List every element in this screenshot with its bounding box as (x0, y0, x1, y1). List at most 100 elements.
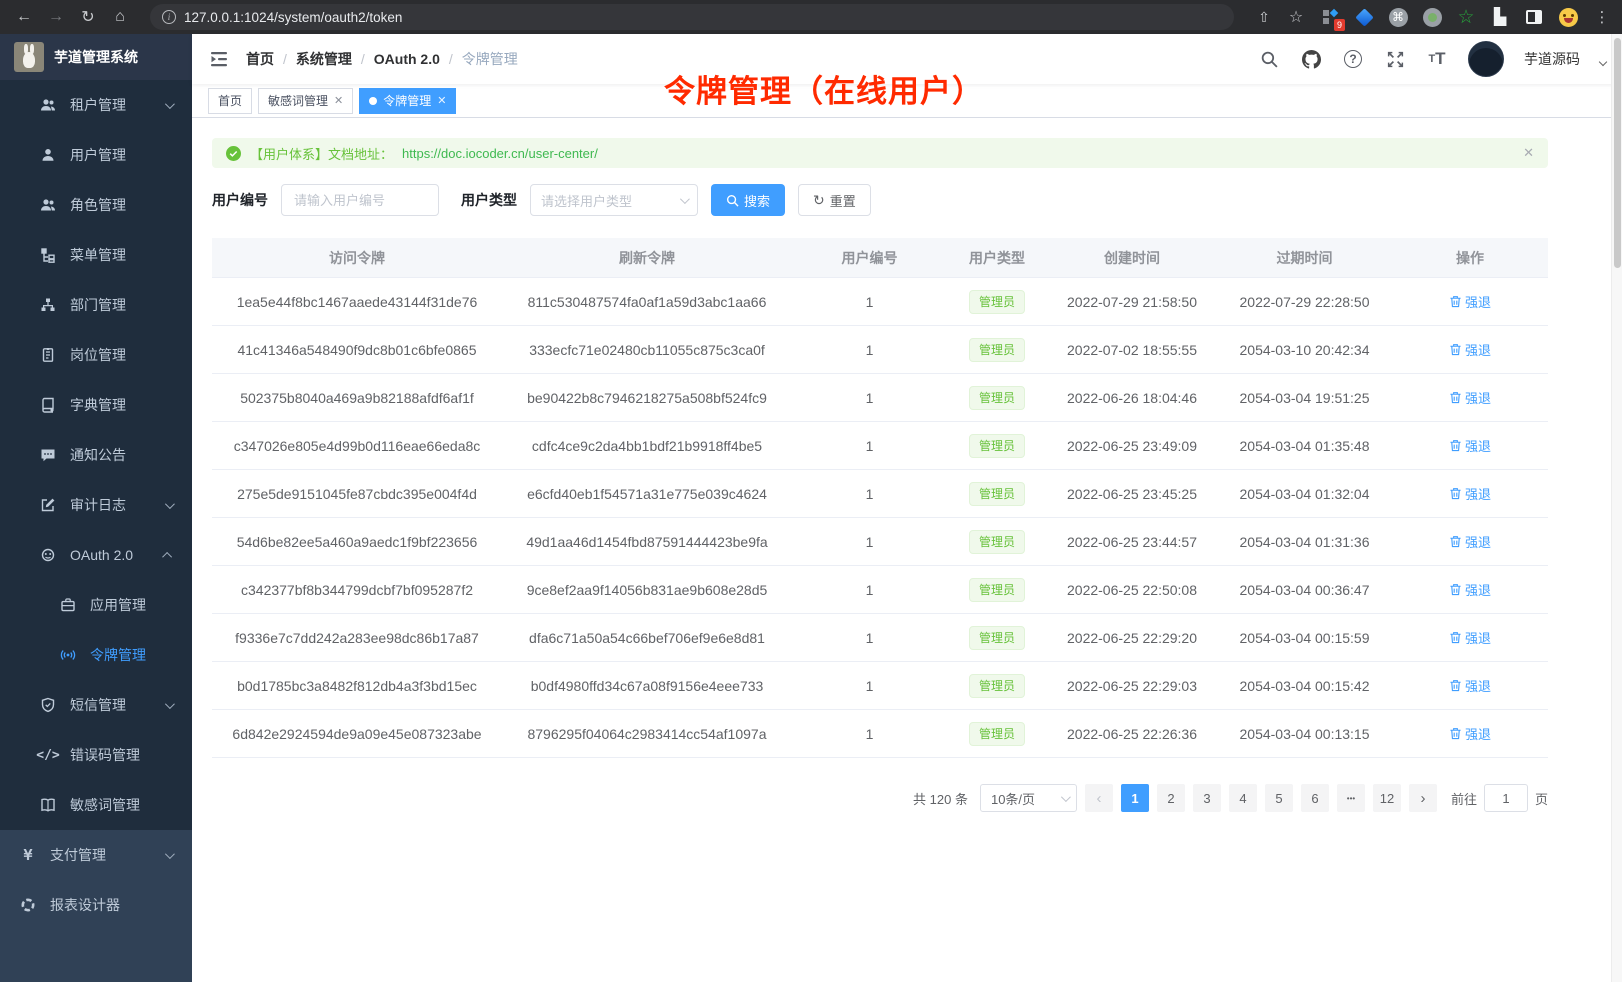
table-row: 1ea5e44f8bc1467aaede43144f31de76 811c530… (212, 278, 1548, 326)
sidebar-item-report-designer[interactable]: 报表设计器 (0, 880, 192, 930)
action-cell: 强退 (1392, 292, 1548, 311)
user-type-select[interactable]: 请选择用户类型 (530, 184, 698, 216)
sidebar-item-label: 角色管理 (70, 197, 126, 213)
page-button[interactable]: 1 (1120, 784, 1149, 812)
action-cell: 强退 (1392, 436, 1548, 455)
force-logout-button[interactable]: 强退 (1449, 676, 1491, 695)
address-bar[interactable]: i 127.0.0.1:1024/system/oauth2/token (150, 4, 1234, 30)
sidebar-item-user[interactable]: 用户管理 (0, 130, 192, 180)
page-button[interactable]: 2 (1156, 784, 1185, 812)
page-scrollbar[interactable] (1611, 34, 1622, 982)
sidebar-item-error-code[interactable]: </> 错误码管理 (0, 730, 192, 780)
alert-close-icon[interactable]: ✕ (1523, 145, 1534, 160)
tenant-users-icon (40, 97, 56, 113)
user-type-badge: 管理员 (968, 337, 1025, 362)
sidebar-item-oauth[interactable]: OAuth 2.0 (0, 530, 192, 580)
extension-record-icon[interactable] (1422, 7, 1442, 27)
page-button[interactable]: 4 (1228, 784, 1257, 812)
refresh-token-cell: 8796295f04064c2983414cc54af1097a (527, 725, 767, 742)
force-logout-button[interactable]: 强退 (1449, 292, 1491, 311)
bookmark-star-icon[interactable]: ☆ (1288, 9, 1304, 26)
extension-command-icon[interactable]: ⌘ (1388, 7, 1408, 27)
page-size-select[interactable]: 10条/页 (979, 784, 1077, 812)
sidebar-item-role[interactable]: 角色管理 (0, 180, 192, 230)
sidebar-fold-icon[interactable] (208, 48, 230, 70)
search-icon[interactable] (1258, 48, 1280, 70)
doc-link[interactable]: https://doc.iocoder.cn/user-center/ (402, 145, 598, 161)
github-icon[interactable] (1300, 48, 1322, 70)
force-logout-button[interactable]: 强退 (1449, 388, 1491, 407)
page-button[interactable]: 12 (1372, 784, 1401, 812)
extension-gem-icon[interactable] (1354, 7, 1374, 27)
fullscreen-icon[interactable] (1384, 48, 1406, 70)
sidebar-item-post[interactable]: 岗位管理 (0, 330, 192, 380)
page-ellipsis[interactable]: ••• (1336, 784, 1365, 812)
prev-page-button[interactable]: ‹ (1084, 784, 1113, 812)
force-logout-button[interactable]: 强退 (1449, 436, 1491, 455)
sidebar-item-tenant[interactable]: 租户管理 (0, 80, 192, 130)
next-page-button[interactable]: › (1408, 784, 1437, 812)
reset-button[interactable]: ↻ 重置 (798, 184, 871, 216)
page-button[interactable]: 3 (1192, 784, 1221, 812)
force-logout-button[interactable]: 强退 (1449, 340, 1491, 359)
extension-star-icon[interactable]: ☆ (1457, 6, 1475, 28)
share-icon[interactable]: ⇧ (1258, 8, 1270, 25)
extension-blocks-icon[interactable]: 9 (1320, 7, 1345, 31)
app-logo-bar[interactable]: 芋道管理系统 (0, 34, 192, 80)
sidebar-item-notice[interactable]: 通知公告 (0, 430, 192, 480)
sidebar-item-audit-log[interactable]: 审计日志 (0, 480, 192, 530)
chrome-menu-icon[interactable]: ⋮ (1594, 9, 1610, 26)
jump-page-input[interactable] (1483, 784, 1528, 812)
scrollbar-thumb[interactable] (1614, 38, 1621, 268)
create-time-cell: 2022-06-25 23:45:25 (1067, 485, 1197, 502)
sidebar-item-oauth-token[interactable]: 令牌管理 (0, 630, 192, 680)
roles-icon (40, 197, 56, 213)
sidebar-item-sms[interactable]: 短信管理 (0, 680, 192, 730)
forward-icon[interactable]: → (48, 8, 64, 25)
tab-home[interactable]: 首页 (208, 87, 253, 114)
reload-icon[interactable]: ↻ (81, 9, 95, 26)
force-logout-button[interactable]: 强退 (1449, 724, 1491, 743)
user-id-input[interactable] (281, 184, 439, 216)
access-token-cell: f9336e7c7dd242a283ee98dc86b17a87 (235, 629, 479, 646)
chevron-down-icon (679, 193, 690, 204)
tab-token[interactable]: 令牌管理 ✕ (359, 87, 457, 114)
site-info-icon[interactable]: i (162, 10, 176, 24)
close-icon[interactable]: ✕ (437, 95, 447, 107)
breadcrumb-system[interactable]: 系统管理 (295, 51, 352, 67)
username[interactable]: 芋道源码 (1524, 51, 1580, 67)
page-button[interactable]: 6 (1300, 784, 1329, 812)
user-id-cell: 1 (865, 293, 874, 310)
sidebar-item-payment[interactable]: ¥ 支付管理 (0, 830, 192, 880)
user-menu-caret-icon[interactable] (1598, 57, 1608, 67)
breadcrumb-oauth[interactable]: OAuth 2.0 (373, 51, 440, 67)
table-row: b0d1785bc3a8482f812db4a3f3bd15ec b0df498… (212, 662, 1548, 710)
force-logout-button[interactable]: 强退 (1449, 580, 1491, 599)
force-logout-button[interactable]: 强退 (1449, 628, 1491, 647)
side-panel-icon[interactable] (1524, 7, 1544, 27)
extensions-puzzle-icon[interactable]: ▙ (1493, 9, 1507, 26)
search-button[interactable]: 搜索 (711, 184, 786, 216)
sidebar-item-dict[interactable]: 字典管理 (0, 380, 192, 430)
sidebar-item-menu[interactable]: 菜单管理 (0, 230, 192, 280)
extensions-area: 9 ⌘ ☆ ▙ ⋮ (1320, 6, 1612, 31)
sidebar-item-sensitive-word[interactable]: 敏感词管理 (0, 780, 192, 830)
user-id-cell: 1 (865, 677, 874, 694)
sidebar-item-oauth-app[interactable]: 应用管理 (0, 580, 192, 630)
dictionary-icon (40, 397, 56, 413)
back-icon[interactable]: ← (16, 8, 32, 25)
breadcrumb-home[interactable]: 首页 (246, 51, 274, 67)
access-token-cell: 6d842e2924594de9a09e45e087323abe (232, 725, 482, 742)
close-icon[interactable]: ✕ (334, 95, 344, 107)
help-icon[interactable]: ? (1342, 48, 1364, 70)
page-button[interactable]: 5 (1264, 784, 1293, 812)
profile-avatar-icon[interactable] (1558, 7, 1578, 27)
tab-sensitive-word[interactable]: 敏感词管理 ✕ (258, 87, 354, 114)
user-avatar[interactable] (1468, 41, 1504, 77)
home-icon[interactable]: ⌂ (115, 8, 125, 25)
force-logout-button[interactable]: 强退 (1449, 532, 1491, 551)
audit-log-icon (40, 497, 56, 513)
sidebar-item-dept[interactable]: 部门管理 (0, 280, 192, 330)
force-logout-button[interactable]: 强退 (1449, 484, 1491, 503)
